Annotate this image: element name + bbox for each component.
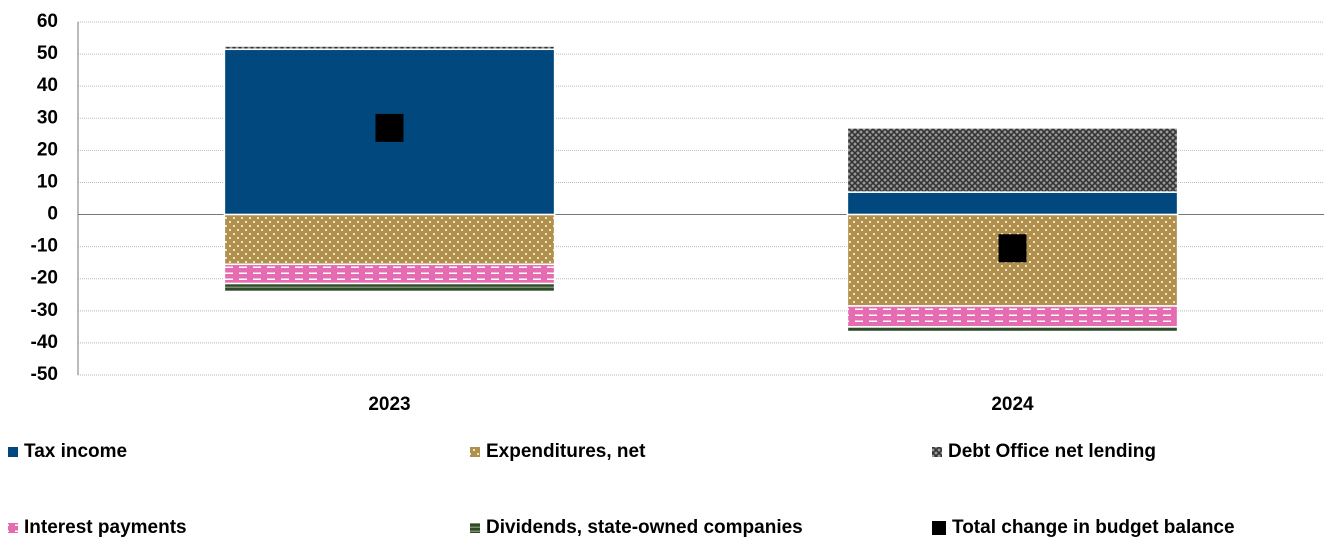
y-tick-label: 60: [37, 11, 58, 32]
legend-label: Dividends, state-owned companies: [486, 517, 803, 538]
y-tick-label: 20: [37, 139, 58, 160]
y-tick-label: 40: [37, 75, 58, 96]
bar-segment: [223, 45, 556, 51]
y-tick-label: 10: [37, 171, 58, 192]
legend-label: Interest payments: [24, 517, 187, 538]
y-tick-label: -50: [31, 364, 58, 385]
bar-segment: [846, 191, 1179, 216]
bar-segment: [223, 213, 556, 266]
y-tick-label: 50: [37, 43, 58, 64]
bar-segment: [223, 263, 556, 285]
legend-swatch: [932, 447, 942, 457]
legend-swatch: [470, 447, 480, 457]
total-marker: [375, 113, 404, 142]
bar-segment: [223, 282, 556, 293]
bar-segment: [846, 326, 1179, 333]
y-tick-label: -40: [31, 332, 58, 353]
legend-swatch: [470, 523, 480, 533]
bar-segment: [846, 305, 1179, 328]
legend-swatch: [8, 523, 18, 533]
legend-label: Expenditures, net: [486, 441, 646, 462]
y-tick-label: -30: [31, 300, 58, 321]
y-tick-label: 0: [47, 204, 58, 225]
legend-swatch: [932, 521, 946, 535]
y-tick-label: -10: [31, 236, 58, 257]
total-marker: [998, 234, 1027, 263]
x-tick-label: 2023: [368, 394, 410, 415]
legend-swatch: [8, 447, 18, 457]
y-tick-label: -20: [31, 268, 58, 289]
legend-label: Debt Office net lending: [948, 441, 1156, 462]
x-tick-label: 2024: [991, 394, 1034, 415]
legend-label: Tax income: [24, 441, 127, 462]
y-tick-label: 30: [37, 107, 58, 128]
bar-segment: [846, 127, 1179, 193]
legend-label: Total change in budget balance: [952, 517, 1235, 538]
